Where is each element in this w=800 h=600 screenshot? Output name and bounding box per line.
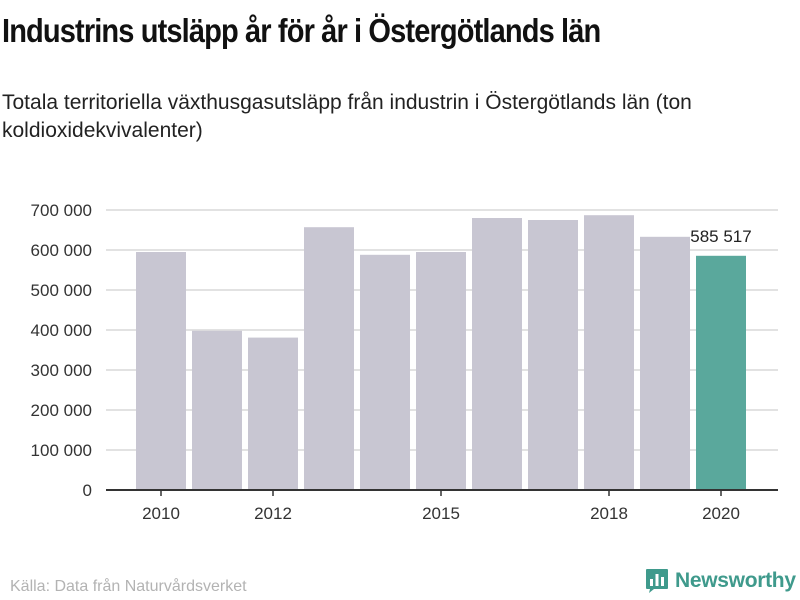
x-tick-label: 2020 (702, 504, 740, 523)
chart-subtitle: Totala territoriella växthusgasutsläpp f… (2, 91, 692, 142)
y-tick-label: 600 000 (31, 241, 92, 260)
y-tick-label: 300 000 (31, 361, 92, 380)
brand-logo[interactable]: Newsworthy (645, 568, 796, 594)
bar-chart-icon (646, 569, 668, 593)
bar-2016 (472, 218, 522, 490)
source-note: Källa: Data från Naturvårdsverket (10, 578, 247, 595)
bar-2013 (304, 227, 354, 490)
chart-title: Industrins utsläpp år för år i Östergötl… (2, 12, 601, 49)
y-tick-label: 0 (83, 481, 92, 500)
bar-2019 (640, 236, 690, 490)
y-tick-label: 500 000 (31, 281, 92, 300)
bar-2014 (360, 254, 410, 490)
x-tick-label: 2010 (142, 504, 180, 523)
bar-2018 (584, 215, 634, 490)
x-tick-label: 2018 (590, 504, 628, 523)
bar-chart: 0 100 000 200 000 300 000 400 000 500 000 600 … (31, 201, 778, 523)
bar-2012 (248, 337, 298, 490)
y-tick-label: 100 000 (31, 441, 92, 460)
bar-2015 (416, 252, 466, 490)
bar-2017 (528, 220, 578, 490)
y-tick-label: 700 000 (31, 201, 92, 220)
data-label: 585 517 (690, 227, 751, 246)
bar-2020 (696, 255, 746, 490)
y-tick-label: 400 000 (31, 321, 92, 340)
brand-name: Newsworthy (675, 569, 796, 592)
y-tick-label: 200 000 (31, 401, 92, 420)
x-tick-label: 2015 (422, 504, 460, 523)
bar-2010 (136, 252, 186, 490)
bar-2011 (192, 330, 242, 490)
x-tick-label: 2012 (254, 504, 292, 523)
